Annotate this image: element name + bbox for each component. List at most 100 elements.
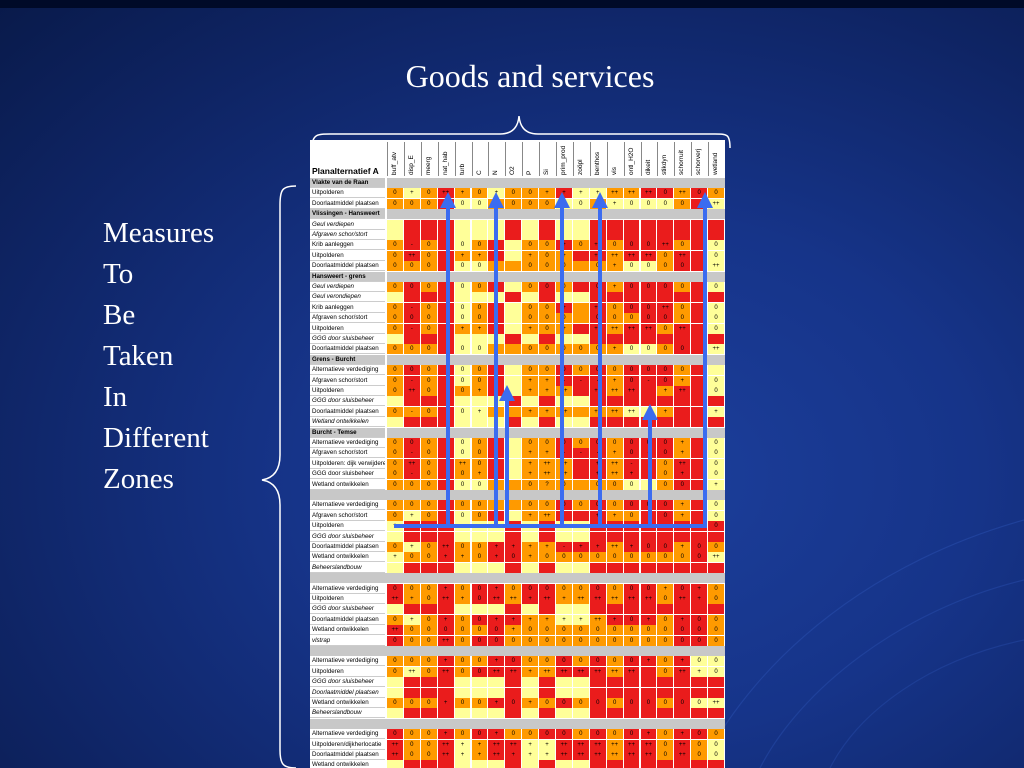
score-cell — [471, 230, 489, 240]
score-cell: + — [505, 625, 523, 636]
score-cell: 0 — [505, 656, 523, 667]
zone-label: Vlissingen - Hansweert — [310, 209, 385, 220]
score-cell: 0 — [657, 282, 675, 292]
score-cell: 0 — [674, 240, 692, 251]
score-cell — [572, 219, 590, 230]
score-cell: + — [387, 552, 404, 563]
score-cell — [572, 396, 590, 407]
score-cell — [691, 448, 709, 459]
score-cell: 0 — [589, 583, 607, 594]
score-cell: ++ — [556, 739, 573, 750]
score-cell: 0 — [556, 583, 573, 594]
score-cell: - — [623, 458, 641, 469]
score-cell — [691, 282, 709, 292]
score-cell — [454, 677, 472, 688]
score-cell — [471, 604, 489, 615]
score-cell — [606, 219, 624, 230]
score-cell: 0 — [708, 635, 725, 646]
column-header: P — [522, 142, 534, 176]
score-cell: 0 — [708, 500, 725, 511]
score-cell — [691, 344, 709, 355]
score-cell: ++ — [623, 406, 641, 417]
score-cell: 0 — [522, 282, 540, 292]
score-cell: 0 — [657, 666, 675, 677]
score-cell — [420, 531, 438, 542]
measure-label: Wetland ontwikkelen — [310, 625, 385, 636]
score-cell: ++ — [708, 344, 725, 355]
score-cell: 0 — [539, 313, 556, 324]
score-cell: ++ — [539, 666, 556, 677]
score-cell: ++ — [623, 666, 641, 677]
score-cell: 0 — [674, 282, 692, 292]
score-cell — [572, 469, 590, 480]
score-cell: - — [403, 302, 421, 313]
score-cell — [623, 760, 641, 768]
score-cell — [640, 604, 658, 615]
score-cell — [657, 687, 675, 698]
score-cell — [708, 219, 725, 230]
score-cell: ++ — [606, 594, 624, 604]
score-cell: + — [437, 552, 455, 563]
score-cell: 0 — [420, 729, 438, 740]
measure-label: Uitpolderen — [310, 521, 385, 532]
score-cell: 0 — [657, 479, 675, 490]
table-row: Wetland ontwikkelen ++ 0 0 0 0 0 0 +0 0 0 0 0 0 0 0 0 0 0 0 — [310, 625, 725, 636]
score-cell — [505, 458, 523, 469]
score-cell: 0 — [640, 542, 658, 552]
score-cell: 0 — [572, 729, 590, 740]
table-row: Doorlaatmiddel plaatsen 0 +0 ++ 0 0 + + + + - + + ++ +… — [310, 542, 725, 552]
score-cell: 0 — [403, 552, 421, 563]
score-cell — [657, 531, 675, 542]
score-cell — [623, 219, 641, 230]
score-cell: 0 — [454, 365, 472, 376]
score-cell — [640, 760, 658, 768]
score-cell: 0 — [708, 594, 725, 604]
score-cell — [437, 604, 455, 615]
score-cell: 0 — [505, 635, 523, 646]
zone-row: Vlakte van de Raan — [310, 178, 725, 188]
score-cell — [691, 230, 709, 240]
score-cell: + — [522, 594, 540, 604]
score-cell: 0 — [522, 500, 540, 511]
score-cell: 0 — [403, 583, 421, 594]
score-cell: 0 — [387, 438, 404, 448]
score-cell: 0 — [589, 625, 607, 636]
score-cell: 0 — [437, 625, 455, 636]
score-cell: 0 — [640, 625, 658, 636]
score-cell: + — [657, 406, 675, 417]
score-cell — [505, 406, 523, 417]
score-cell — [589, 687, 607, 698]
score-cell — [674, 531, 692, 542]
score-cell — [471, 687, 489, 698]
column-header: nat_hab — [437, 142, 450, 176]
score-cell: 0 — [387, 375, 404, 386]
score-cell: + — [522, 614, 540, 625]
score-cell: 0 — [640, 344, 658, 355]
score-cell: 0 — [708, 656, 725, 667]
score-cell: 0 — [420, 479, 438, 490]
column-header: wetland — [708, 142, 720, 176]
score-cell: ++ — [623, 386, 641, 396]
score-cell: 0 — [454, 344, 472, 355]
score-cell: 0 — [657, 323, 675, 334]
measure-label: vlstrap — [310, 635, 385, 646]
score-cell: 0 — [640, 698, 658, 708]
score-cell: ++ — [505, 594, 523, 604]
score-cell: 0 — [606, 635, 624, 646]
score-cell: + — [674, 656, 692, 667]
zone-row: Vlissingen - Hansweert — [310, 209, 725, 220]
table-row: Uitpolderen/dijkherlocatie ++ 0 0 ++ + + ++ ++ + +… — [310, 739, 725, 750]
table-row: Uitpolderen ++ +0 ++ +0 ++ ++ + ++ + ++ ++ ++ ++ ++ 0 ++… — [310, 594, 725, 604]
score-cell: + — [488, 656, 506, 667]
zone-fill — [387, 209, 725, 220]
score-cell — [640, 666, 658, 677]
score-cell — [454, 417, 472, 428]
score-cell: ++ — [674, 750, 692, 760]
score-cell — [657, 604, 675, 615]
score-cell: 0 — [691, 656, 709, 667]
score-cell: ++ — [674, 458, 692, 469]
score-cell: 0 — [539, 729, 556, 740]
score-cell: 0 — [691, 614, 709, 625]
score-cell: 0 — [454, 375, 472, 386]
